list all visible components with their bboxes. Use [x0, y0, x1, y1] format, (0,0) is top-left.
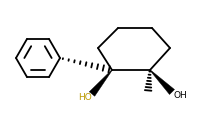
Polygon shape [89, 70, 112, 96]
Polygon shape [150, 70, 175, 94]
Text: OH: OH [173, 91, 187, 100]
Text: HO: HO [78, 92, 92, 102]
